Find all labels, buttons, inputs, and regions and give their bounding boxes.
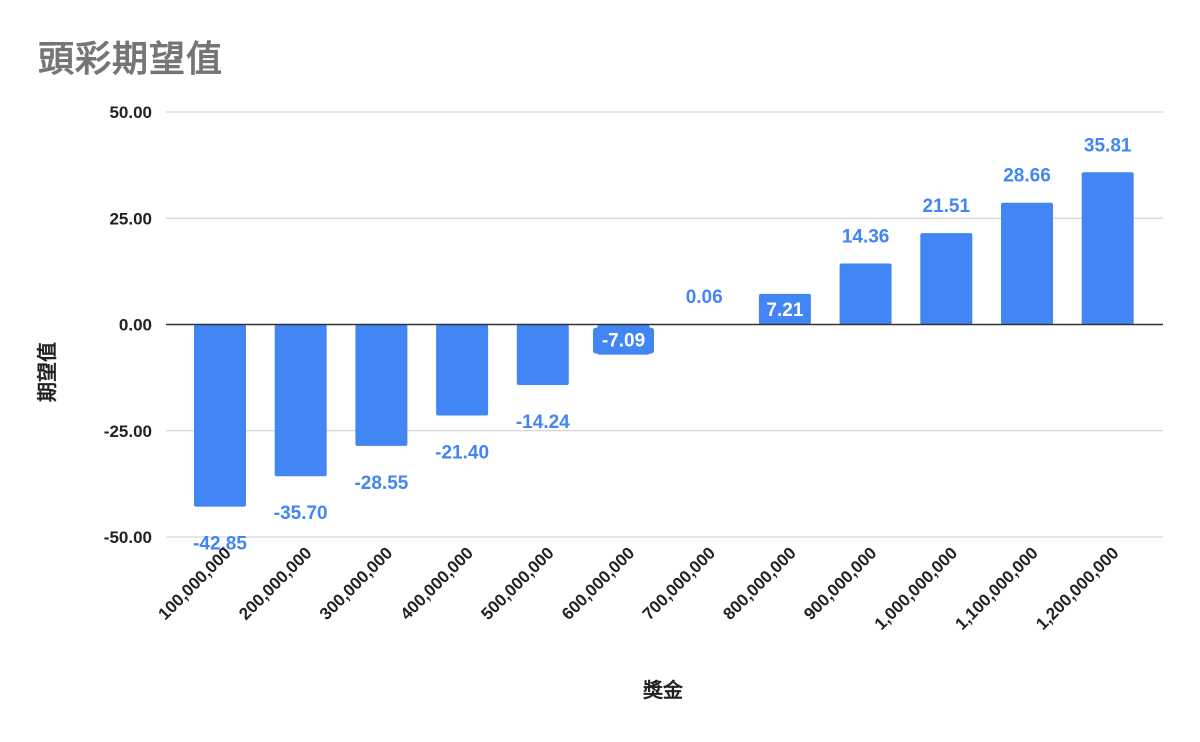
y-tick-label: 0.00 bbox=[119, 316, 152, 335]
x-axis-ticks: 100,000,000 200,000,000 300,000,000 400,000… bbox=[155, 543, 1123, 633]
x-tick-label: 400,000,000 bbox=[397, 543, 477, 623]
bar bbox=[1001, 202, 1053, 325]
data-label: -28.55 bbox=[354, 473, 408, 494]
data-label: -35.70 bbox=[274, 503, 328, 524]
data-label: 28.66 bbox=[1003, 166, 1051, 187]
y-tick-label: 50.00 bbox=[109, 103, 152, 122]
x-tick-label: 300,000,000 bbox=[316, 543, 396, 623]
bar bbox=[436, 324, 489, 416]
data-label: -7.09 bbox=[602, 331, 645, 352]
y-tick-label: -25.00 bbox=[104, 422, 152, 441]
x-tick-label: 200,000,000 bbox=[235, 543, 315, 623]
x-tick-label: 700,000,000 bbox=[639, 543, 719, 623]
data-label: -42.85 bbox=[193, 534, 247, 555]
x-tick-label: 500,000,000 bbox=[477, 543, 557, 623]
x-axis-title: 獎金 bbox=[642, 678, 684, 702]
x-tick-label: 1,100,000,000 bbox=[952, 543, 1042, 633]
data-label: 21.51 bbox=[923, 196, 971, 217]
data-label-background bbox=[759, 297, 810, 324]
gridlines bbox=[166, 111, 1163, 538]
bar bbox=[274, 324, 327, 477]
bar bbox=[355, 324, 408, 446]
data-labels: -42.85 -35.70 -28.55 -21.40 -14.24 -7.09 0.06 7… bbox=[166, 135, 1163, 555]
x-tick-label: 1,200,000,000 bbox=[1032, 543, 1122, 633]
bar bbox=[516, 324, 569, 386]
bar bbox=[839, 263, 892, 325]
data-label: 0.06 bbox=[686, 287, 723, 308]
data-label: 7.21 bbox=[766, 300, 803, 321]
data-label: 14.36 bbox=[842, 226, 890, 247]
chart-title: 頭彩期望值 bbox=[38, 39, 224, 80]
y-axis-ticks: 50.00 25.00 0.00 -25.00 -50.00 bbox=[104, 103, 152, 547]
data-label: -14.24 bbox=[516, 412, 570, 433]
x-tick-label: 600,000,000 bbox=[558, 543, 638, 623]
bars bbox=[194, 172, 1134, 507]
x-tick-label: 900,000,000 bbox=[800, 543, 880, 623]
data-label-background bbox=[593, 327, 654, 354]
bar bbox=[1081, 172, 1134, 325]
y-tick-label: 25.00 bbox=[109, 209, 152, 228]
bar bbox=[194, 324, 246, 507]
x-tick-label: 100,000,000 bbox=[155, 543, 235, 623]
y-axis-title: 期望值 bbox=[35, 342, 59, 402]
x-tick-label: 800,000,000 bbox=[719, 543, 799, 623]
bar bbox=[920, 233, 973, 325]
y-tick-label: -50.00 bbox=[104, 528, 152, 547]
data-label: 35.81 bbox=[1084, 135, 1132, 156]
data-label: -21.40 bbox=[435, 442, 489, 463]
x-tick-label: 1,000,000,000 bbox=[871, 543, 961, 633]
